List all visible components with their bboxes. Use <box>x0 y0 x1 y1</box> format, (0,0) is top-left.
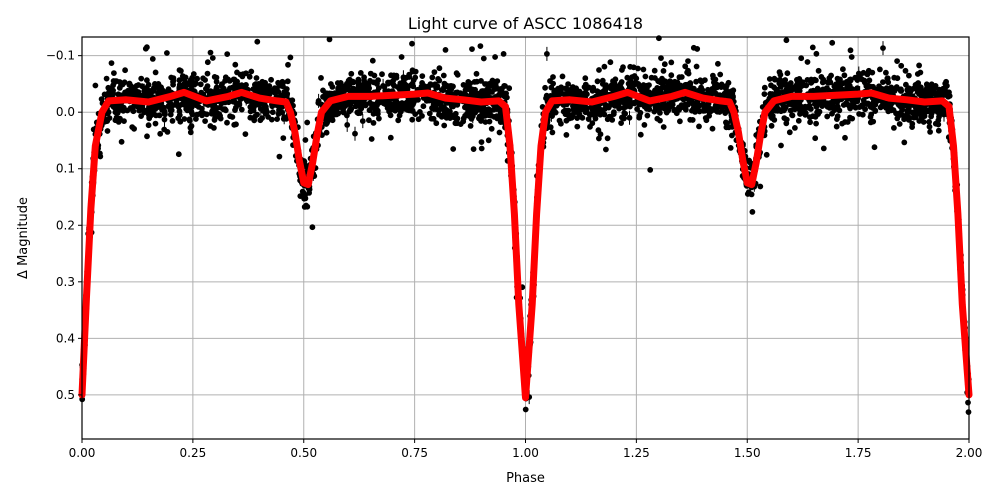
observation-markers <box>79 35 972 415</box>
x-axis-ticks: 0.00 0.25 0.50 0.75 1.00 1.25 1.50 1.75 2.00 <box>69 439 983 460</box>
y-tick-label: 0.3 <box>56 275 75 289</box>
y-tick-label: 0.2 <box>56 218 75 232</box>
observation-points <box>79 35 972 415</box>
x-tick-label: 0.00 <box>69 446 96 460</box>
y-tick-label: 0.4 <box>56 331 75 345</box>
x-tick-label: 1.25 <box>623 446 650 460</box>
x-tick-label: 0.25 <box>180 446 207 460</box>
x-tick-label: 1.75 <box>845 446 872 460</box>
y-tick-label: 0.1 <box>56 162 75 176</box>
x-tick-label: 2.00 <box>956 446 983 460</box>
x-axis-label: Phase <box>506 471 545 486</box>
y-axis-ticks: −0.1 0.0 0.1 0.2 0.3 0.4 0.5 <box>46 49 82 402</box>
y-tick-label: −0.1 <box>46 49 75 63</box>
x-tick-label: 1.00 <box>512 446 539 460</box>
x-tick-label: 0.75 <box>401 446 428 460</box>
model-fit-line <box>78 88 973 402</box>
chart-title: Light curve of ASCC 1086418 <box>408 14 643 33</box>
x-tick-label: 1.50 <box>734 446 761 460</box>
y-axis-label: Δ Magnitude <box>16 197 31 279</box>
y-tick-label: 0.5 <box>56 388 75 402</box>
x-tick-label: 0.50 <box>290 446 317 460</box>
y-tick-label: 0.0 <box>56 105 75 119</box>
